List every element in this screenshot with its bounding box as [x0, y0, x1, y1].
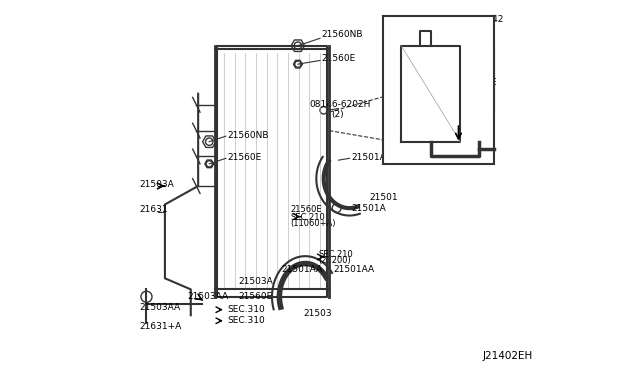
- Text: 21742: 21742: [476, 15, 504, 24]
- Bar: [383, 16, 493, 164]
- Text: 21560NB: 21560NB: [322, 30, 364, 39]
- Text: (21200): (21200): [318, 256, 351, 265]
- Text: 21503AA: 21503AA: [139, 303, 180, 312]
- Text: 21503A: 21503A: [239, 278, 273, 286]
- Text: 21515: 21515: [447, 60, 474, 69]
- Text: (2): (2): [331, 109, 344, 119]
- Text: 21560E: 21560E: [239, 292, 273, 301]
- Text: 08146-6202H: 08146-6202H: [309, 100, 371, 109]
- Text: 21501AA: 21501AA: [333, 264, 374, 273]
- Text: SEC.210: SEC.210: [445, 147, 480, 155]
- Text: 21503A: 21503A: [139, 180, 174, 189]
- Text: 21503: 21503: [303, 309, 332, 318]
- Text: 21503AA: 21503AA: [187, 292, 228, 301]
- Text: 21501: 21501: [370, 193, 399, 202]
- Text: 21501A: 21501A: [351, 203, 386, 213]
- Text: 21516: 21516: [392, 63, 419, 72]
- Text: 21501AA: 21501AA: [281, 264, 323, 273]
- Text: 21560E: 21560E: [291, 205, 322, 215]
- Text: 21501A: 21501A: [351, 153, 386, 162]
- Text: 21560E: 21560E: [227, 153, 261, 162]
- Text: 21560E: 21560E: [322, 54, 356, 63]
- Text: SEC.310: SEC.310: [228, 305, 266, 314]
- Text: SEC.210: SEC.210: [291, 213, 325, 222]
- Text: SEC.310: SEC.310: [228, 316, 266, 325]
- Text: J21402EH: J21402EH: [483, 351, 532, 361]
- Text: 21510: 21510: [405, 15, 434, 24]
- Text: SEC.210: SEC.210: [318, 250, 353, 259]
- Text: (11060+A): (11060+A): [445, 153, 491, 162]
- Text: 21515E: 21515E: [466, 78, 497, 87]
- Text: (11060+A): (11060+A): [291, 219, 336, 228]
- Text: 21560NB: 21560NB: [227, 131, 268, 140]
- Text: 21631: 21631: [139, 205, 168, 215]
- Text: 21631+A: 21631+A: [139, 322, 181, 331]
